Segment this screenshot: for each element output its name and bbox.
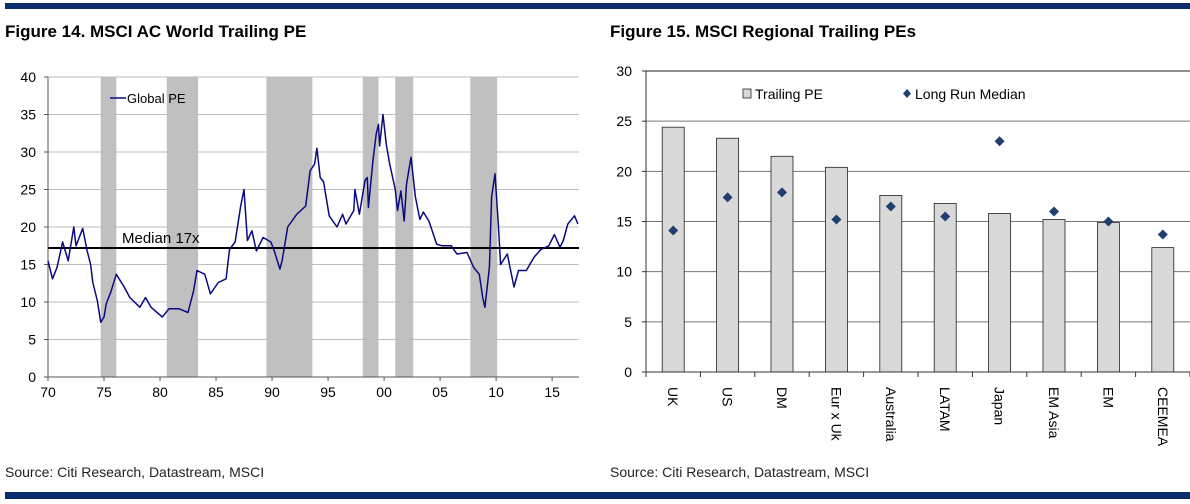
figure15-title: Figure 15. MSCI Regional Trailing PEs (610, 22, 917, 41)
median-marker-eur-x-uk (831, 214, 842, 225)
median-marker-australia (885, 201, 896, 212)
y-tick-label: 20 (616, 163, 632, 179)
median-marker-japan (994, 136, 1005, 147)
y-tick-label: 30 (616, 63, 632, 79)
figure14-source: Source: Citi Research, Datastream, MSCI (5, 464, 265, 480)
bar-uk (661, 126, 685, 373)
y-tick-label: 35 (20, 107, 36, 123)
category-label: DM (774, 387, 790, 409)
legend-label-long-run-median: Long Run Median (915, 86, 1026, 102)
bar-ceemea (1151, 247, 1175, 373)
y-tick-label: 5 (624, 314, 632, 330)
legend-label-global-pe: Global PE (127, 91, 186, 106)
median-marker-dm (777, 187, 787, 198)
bar-em (1097, 222, 1120, 373)
category-label: CEEMEA (1155, 387, 1171, 447)
top-rule (5, 3, 1190, 9)
y-tick-label: 5 (28, 332, 36, 348)
regional-pe-bar-chart: 0 5 10 15 20 25 30 UK US DM Eur x Uk Australia LATAM… (616, 63, 1190, 447)
median-marker-em (1103, 216, 1114, 227)
category-label: EM (1100, 387, 1116, 408)
y-tick-label: 10 (616, 264, 632, 280)
y-tick-label: 25 (20, 182, 36, 198)
x-tick-label: 85 (208, 384, 224, 400)
x-tick-label: 05 (432, 384, 448, 400)
x-tick-label: 15 (544, 384, 560, 400)
x-tick-label: 80 (152, 384, 168, 400)
y-tick-label: 15 (20, 257, 36, 273)
global-pe-line (47, 113, 579, 324)
category-label: US (720, 387, 736, 406)
median-marker-latam (940, 211, 951, 222)
bar-eur-x-uk (825, 166, 848, 373)
x-tick-label: 00 (376, 384, 392, 400)
x-tick-label: 70 (40, 384, 56, 400)
y-tick-label: 15 (616, 214, 632, 230)
y-tick-label: 30 (20, 144, 36, 160)
x-tick-label: 90 (264, 384, 280, 400)
y-tick-label: 0 (624, 364, 632, 380)
legend-diamond-swatch (903, 89, 911, 98)
median-marker-ceemea (1157, 229, 1168, 240)
x-tick-label: 95 (320, 384, 336, 400)
category-label: Japan (992, 387, 1008, 425)
median-label: Median 17x (122, 230, 200, 247)
y-tick-label: 20 (20, 219, 36, 235)
bar-australia (879, 195, 903, 373)
y-tick-label: 40 (20, 69, 36, 85)
y-tick-label: 25 (616, 113, 632, 129)
median-marker-uk (668, 225, 679, 236)
bar-latam (933, 203, 957, 373)
legend-label-trailing-pe: Trailing PE (755, 86, 823, 102)
category-label: LATAM (937, 387, 953, 432)
y-tick-label: 0 (28, 369, 36, 385)
median-marker-em-asia (1049, 206, 1059, 217)
category-label: UK (665, 387, 681, 407)
bar-em-asia (1042, 219, 1066, 373)
y-tick-label: 10 (20, 294, 36, 310)
legend-bar-swatch (742, 88, 752, 99)
median-marker-us (722, 192, 733, 203)
bar-japan (988, 213, 1011, 373)
category-label: EM Asia (1046, 387, 1062, 439)
x-tick-label: 75 (96, 384, 112, 400)
figure14-title: Figure 14. MSCI AC World Trailing PE (5, 22, 307, 41)
bar-us (716, 137, 739, 373)
figure15-source: Source: Citi Research, Datastream, MSCI (610, 464, 870, 480)
category-label: Australia (883, 387, 899, 442)
bottom-rule (5, 492, 1190, 499)
x-tick-label: 10 (488, 384, 504, 400)
category-label: Eur x Uk (828, 387, 844, 442)
